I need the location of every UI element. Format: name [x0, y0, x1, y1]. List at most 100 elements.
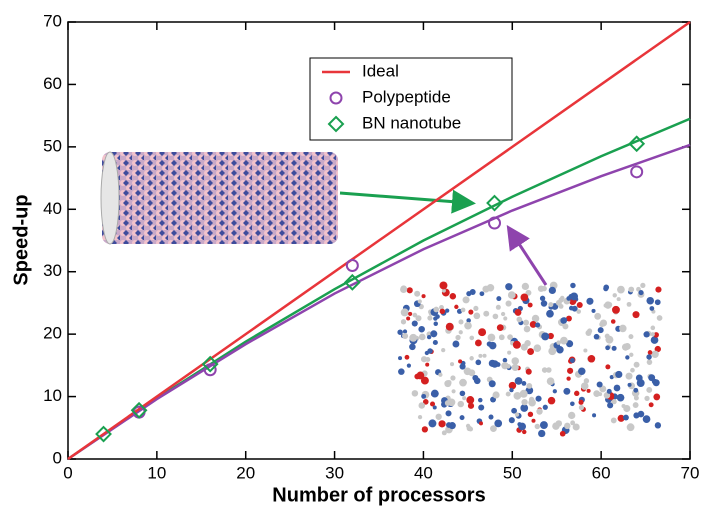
atom [562, 323, 568, 329]
atom [538, 430, 545, 437]
atom [508, 291, 516, 299]
atom [588, 355, 596, 363]
atom [478, 398, 483, 403]
atom [459, 379, 467, 387]
atom [400, 286, 407, 293]
atom [445, 308, 449, 312]
atom [651, 326, 656, 331]
x-axis-label: Number of processors [272, 484, 485, 506]
atom [413, 313, 418, 318]
atom [434, 322, 438, 326]
atom [538, 285, 544, 291]
atom [606, 302, 612, 308]
atom [594, 334, 600, 340]
atom [452, 389, 456, 393]
atom [418, 402, 425, 409]
atom [439, 281, 447, 289]
y-tick-label: 10 [43, 386, 62, 405]
atom [515, 377, 523, 385]
atom [450, 362, 454, 366]
atom [446, 422, 452, 428]
atom [535, 424, 540, 429]
atom [633, 412, 639, 418]
polypeptide-image [397, 281, 662, 437]
atom [560, 337, 568, 345]
atom [578, 368, 585, 375]
atom [450, 375, 455, 380]
atom [524, 340, 530, 346]
atom [397, 329, 402, 334]
atom [522, 430, 526, 434]
atom [633, 402, 639, 408]
atom [614, 385, 621, 392]
atom [576, 309, 581, 314]
atom [421, 356, 427, 362]
atom [430, 330, 437, 337]
atom [613, 293, 617, 297]
atom [462, 296, 469, 303]
atom [612, 306, 620, 314]
atom [624, 343, 631, 350]
atom [646, 354, 651, 359]
atom [594, 313, 601, 320]
atom [615, 371, 622, 378]
atom [611, 418, 617, 424]
atom [643, 415, 651, 423]
atom [547, 377, 555, 385]
atom [491, 360, 498, 367]
atom [450, 293, 456, 299]
atom [522, 283, 529, 290]
atom [470, 289, 476, 295]
atom [634, 396, 639, 401]
atom [473, 306, 478, 311]
atom [646, 297, 654, 305]
atom [598, 327, 604, 333]
atom [503, 358, 508, 363]
atom [619, 325, 627, 333]
atom [540, 296, 545, 301]
atom [655, 299, 661, 305]
atom [646, 387, 652, 393]
arrow [510, 230, 546, 285]
atom [458, 319, 463, 324]
atom [528, 303, 533, 308]
atom [490, 425, 497, 432]
atom [469, 336, 474, 341]
atom [556, 346, 563, 353]
atom [436, 414, 442, 420]
atom [459, 330, 463, 334]
atom [440, 309, 445, 314]
atom [570, 401, 575, 406]
atom [526, 369, 532, 375]
atom [567, 368, 573, 374]
atom [562, 317, 567, 322]
y-tick-label: 60 [43, 74, 62, 93]
atom [568, 412, 575, 419]
atom [526, 383, 532, 389]
atom [586, 298, 593, 305]
atom [617, 286, 625, 294]
atom [630, 368, 635, 373]
atom [569, 306, 574, 311]
atom [427, 316, 432, 321]
atom [649, 402, 654, 407]
atom [597, 381, 603, 387]
atom [478, 354, 482, 358]
atom [441, 348, 445, 352]
atom [633, 388, 638, 393]
atom [649, 306, 654, 311]
atom [521, 294, 529, 302]
atom [583, 348, 587, 352]
x-tick-label: 0 [63, 463, 72, 482]
atom [488, 334, 496, 342]
atom [628, 334, 633, 339]
atom [433, 307, 439, 313]
atom [421, 377, 429, 385]
atom [507, 351, 511, 355]
chart: Number of processors Speed-up 0102030405… [0, 0, 704, 509]
atom [468, 309, 473, 314]
atom [475, 360, 481, 366]
atom [548, 302, 553, 307]
legend-label: Polypeptide [362, 87, 451, 106]
atom [574, 391, 579, 396]
